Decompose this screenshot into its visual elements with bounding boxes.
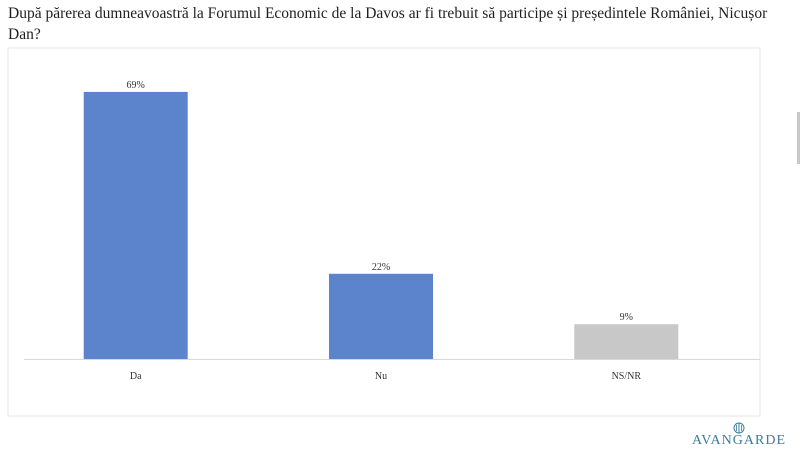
data-label: 22% <box>372 262 390 273</box>
chart-title: După părerea dumneavoastră la Forumul Ec… <box>8 5 768 43</box>
category-label: Nu <box>375 371 387 382</box>
bar-ns-nr <box>574 324 679 359</box>
scroll-indicator <box>797 112 800 164</box>
category-label: Da <box>130 371 142 382</box>
data-label: 69% <box>127 80 145 91</box>
avangarde-logo: AVANGARDE <box>692 422 786 448</box>
data-label: 9% <box>620 312 633 323</box>
bar-da <box>83 91 188 360</box>
logo-mark-icon <box>733 422 745 434</box>
category-label: NS/NR <box>612 371 642 382</box>
plot-frame <box>7 47 761 417</box>
bars-layer <box>83 91 679 360</box>
logo-text: AVANGARDE <box>691 433 786 448</box>
labels-layer: 69% Da 22% Nu 9% NS/NR <box>127 80 642 382</box>
bar-nu <box>329 273 433 359</box>
